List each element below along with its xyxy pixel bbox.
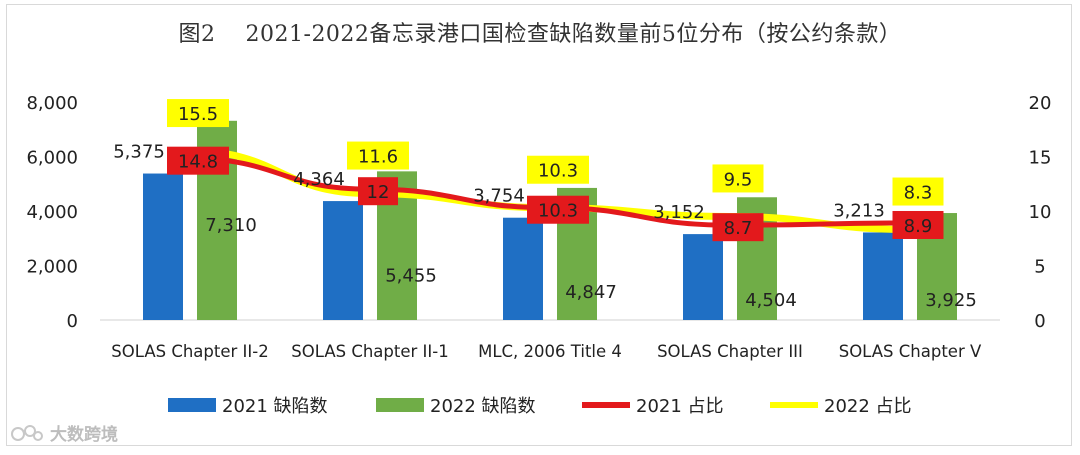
data-label-2021-share: 14.8: [178, 152, 218, 173]
data-label-2021-share: 12: [367, 182, 390, 203]
bar-2021-count: [143, 173, 183, 320]
data-label-2021-share-box: [712, 213, 764, 242]
data-label-2022-share-box: [527, 155, 589, 184]
x-axis-tick-label: SOLAS Chapter III: [657, 342, 803, 361]
legend-item-2022-share: 2022 占比: [770, 392, 912, 418]
data-label-2021-share-box: [358, 177, 398, 206]
data-label-2022-share: 15.5: [178, 104, 218, 125]
data-label-2022-share: 9.5: [724, 169, 753, 190]
legend-label-2022-share: 2022 占比: [824, 396, 912, 417]
data-label-2021-count: 3,152: [653, 202, 705, 223]
right-axis-tick-label: 10: [1029, 202, 1052, 223]
data-label-2022-share-box: [712, 164, 764, 193]
legend-item-2021-share: 2021 占比: [582, 392, 724, 418]
legend-swatch-2021-share: [582, 402, 630, 408]
legend-swatch-2022-count: [376, 398, 424, 412]
data-label-2022-count: 4,847: [565, 282, 617, 303]
data-label-2021-share-box: [527, 195, 589, 224]
bar-2021-count: [683, 234, 723, 320]
watermark: 大数跨境: [10, 420, 118, 445]
right-axis-tick-label: 0: [1034, 311, 1045, 332]
data-label-2021-count: 3,754: [473, 186, 525, 207]
left-axis-tick-label: 8,000: [26, 93, 78, 114]
data-label-2022-share: 11.6: [358, 147, 398, 168]
data-label-2022-share: 8.3: [904, 183, 933, 204]
data-label-2022-share: 10.3: [538, 161, 578, 182]
data-label-2022-share-box: [347, 141, 409, 170]
data-label-2021-count: 5,375: [113, 142, 165, 163]
left-axis-tick-label: 4,000: [26, 202, 78, 223]
left-axis-tick-label: 2,000: [26, 257, 78, 278]
data-label-2021-count: 3,213: [833, 200, 885, 221]
data-label-2021-share: 8.7: [724, 218, 753, 239]
data-label-2021-share-box: [892, 210, 944, 239]
legend-item-2022-count: 2022 缺陷数: [376, 392, 536, 418]
left-axis-tick-label: 6,000: [26, 148, 78, 169]
data-label-2021-share: 10.3: [538, 201, 578, 222]
right-axis-tick-label: 5: [1034, 257, 1045, 278]
legend-label-2021-share: 2021 占比: [636, 396, 724, 417]
legend-swatch-2022-share: [770, 402, 818, 408]
legend-label-2021-count: 2021 缺陷数: [222, 396, 328, 417]
watermark-text: 大数跨境: [50, 425, 118, 445]
data-label-2022-count: 4,504: [745, 290, 797, 311]
data-label-2022-count: 5,455: [385, 265, 437, 286]
data-label-2022-count: 7,310: [205, 215, 257, 236]
legend-label-2022-count: 2022 缺陷数: [430, 396, 536, 417]
legend-item-2021-count: 2021 缺陷数: [168, 392, 328, 418]
x-axis-tick-label: SOLAS Chapter II-2: [111, 342, 268, 361]
brand-logo-icon: [11, 424, 43, 441]
chart-title: 图2 2021-2022备忘录港口国检查缺陷数量前5位分布（按公约条款）: [178, 22, 902, 47]
x-axis-tick-label: SOLAS Chapter II-1: [291, 342, 448, 361]
data-label-2021-share-box: [167, 146, 229, 175]
legend-swatch-2021-count: [168, 398, 216, 412]
data-label-2022-share-box: [167, 99, 229, 128]
chart-frame: [6, 4, 1072, 446]
data-label-2022-share-box: [892, 177, 944, 206]
bar-2021-count: [323, 201, 363, 320]
data-label-2021-count: 4,364: [293, 169, 345, 190]
data-label-2021-share: 8.9: [904, 216, 933, 237]
bar-2021-count: [503, 217, 543, 320]
right-axis-tick-label: 15: [1029, 148, 1052, 169]
left-axis-tick-label: 0: [67, 311, 78, 332]
right-axis-tick-label: 20: [1029, 93, 1052, 114]
x-axis-tick-label: MLC, 2006 Title 4: [478, 342, 622, 361]
x-axis-tick-label: SOLAS Chapter V: [839, 342, 982, 361]
bar-2021-count: [863, 232, 903, 320]
data-label-2022-count: 3,925: [925, 290, 977, 311]
